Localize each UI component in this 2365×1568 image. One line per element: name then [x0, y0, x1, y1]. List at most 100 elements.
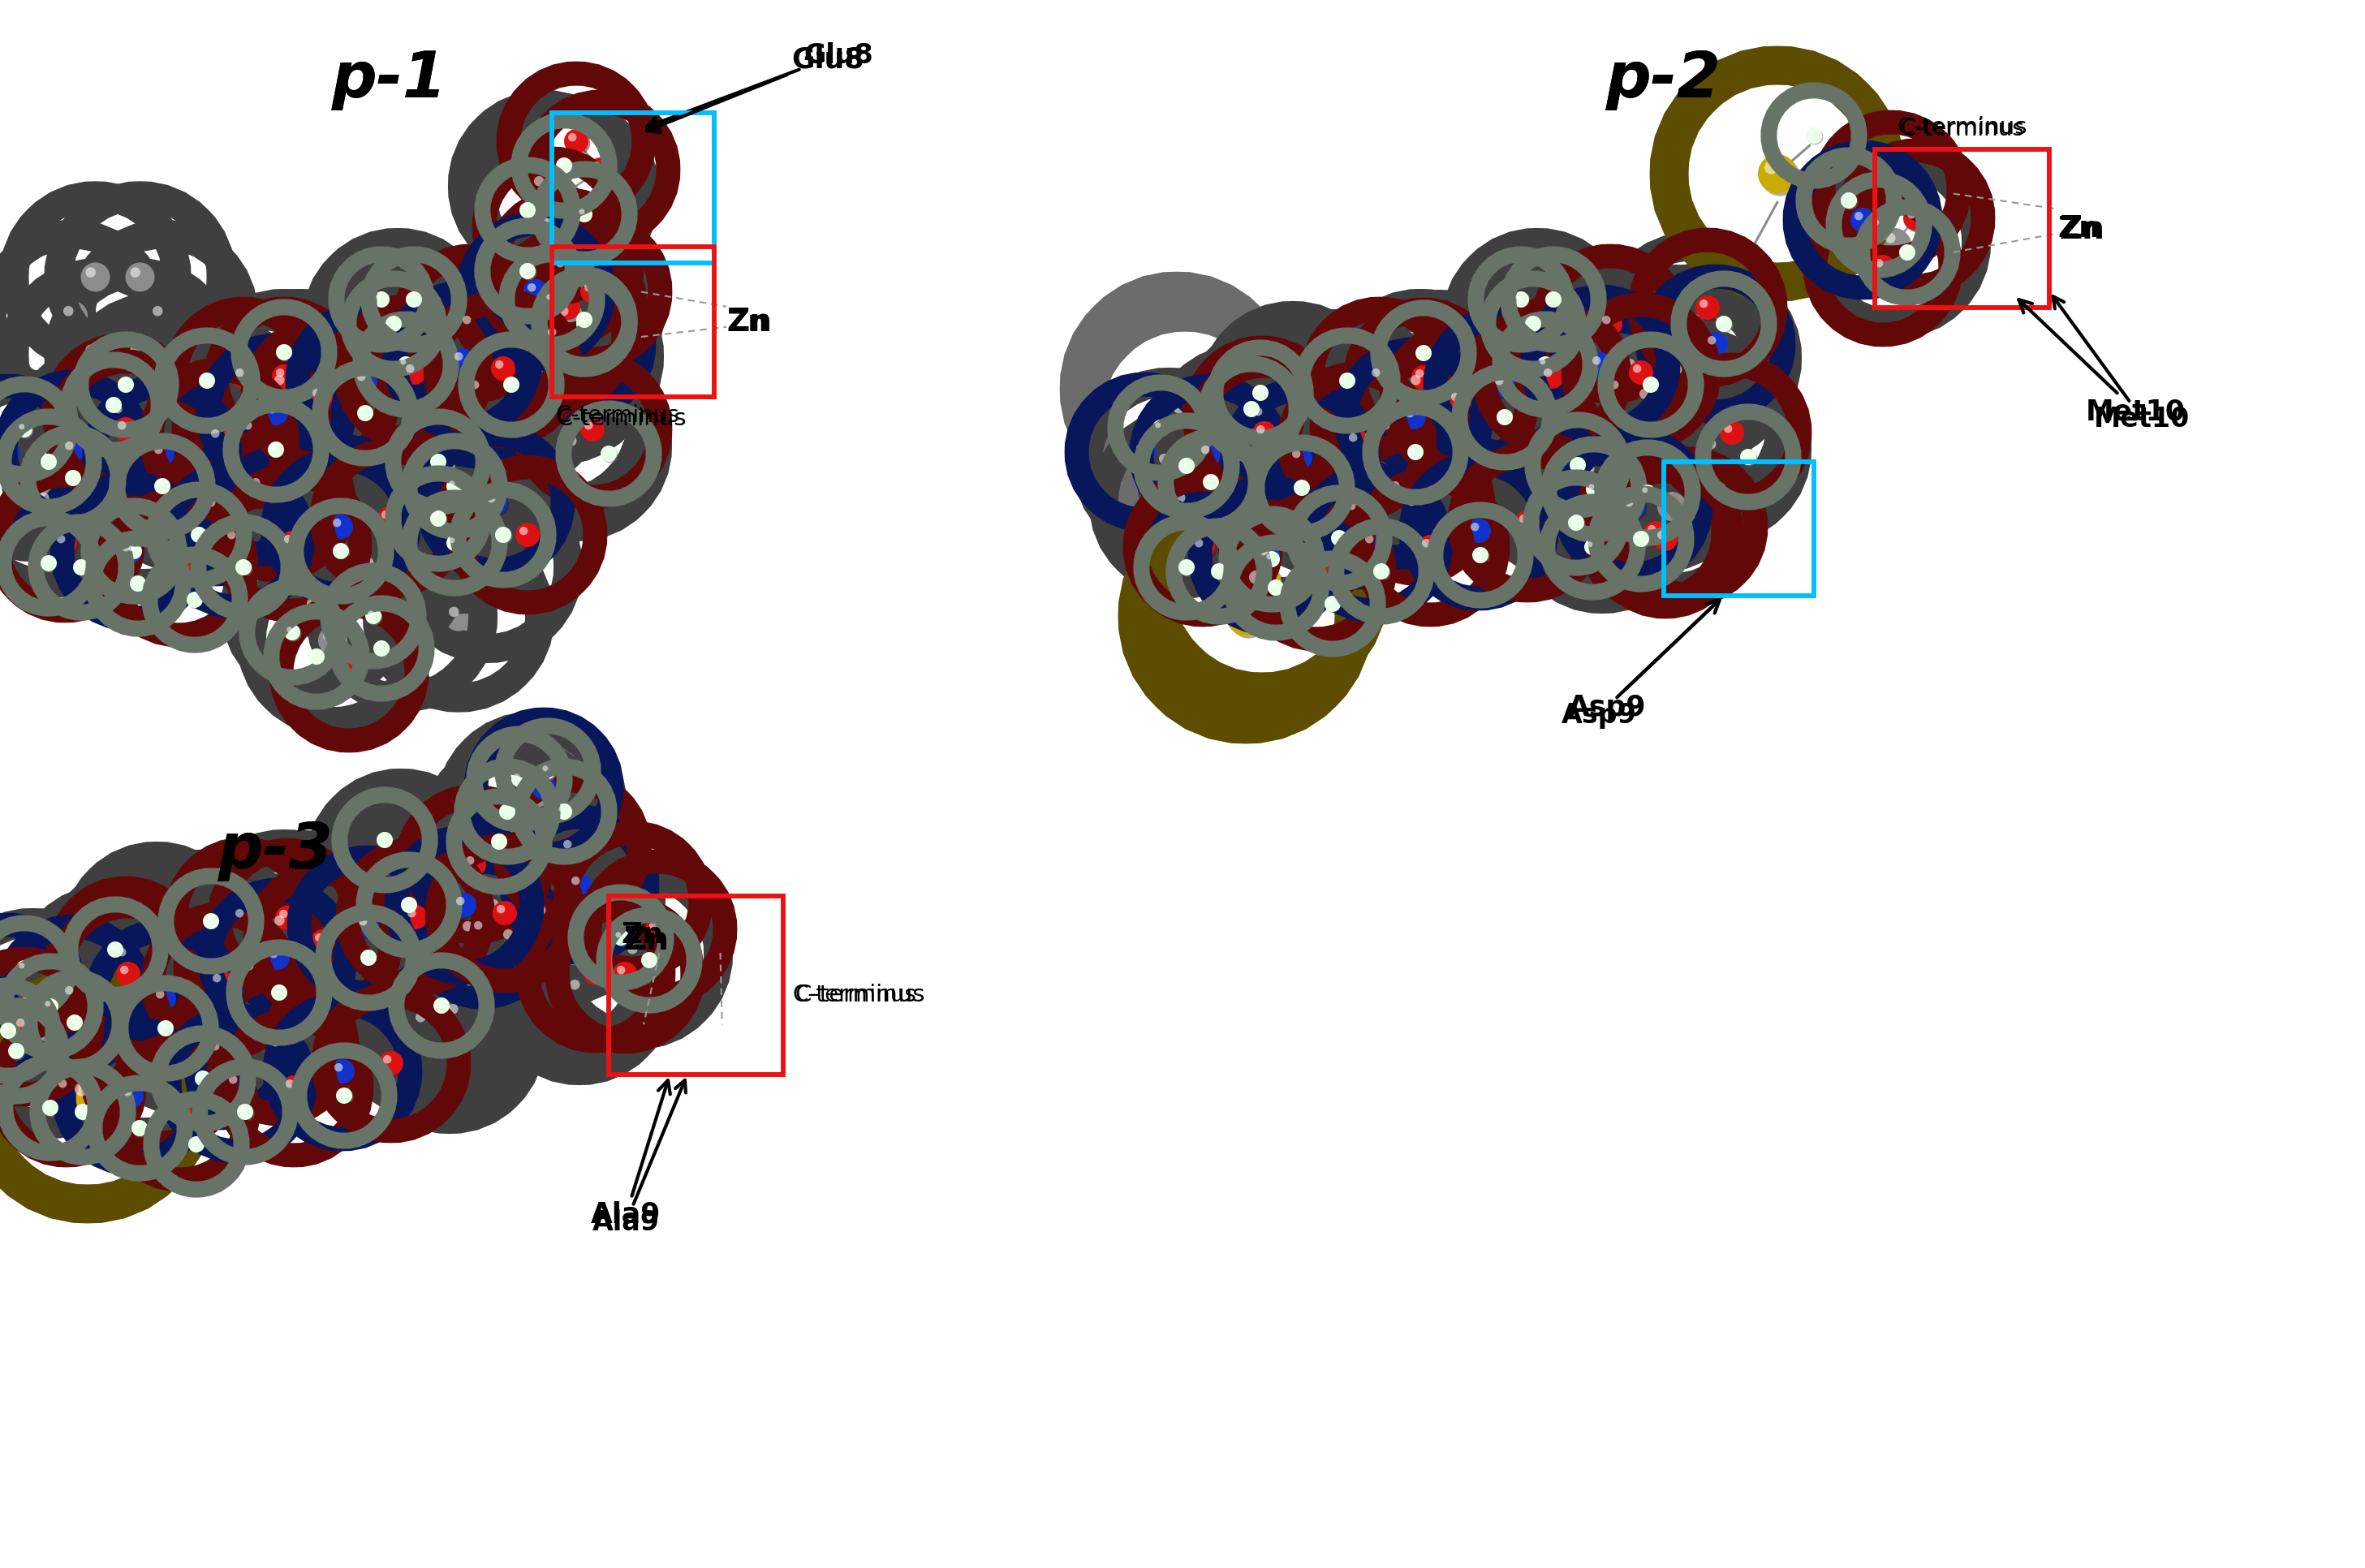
- Circle shape: [156, 481, 163, 488]
- Circle shape: [1447, 389, 1471, 414]
- Circle shape: [525, 886, 553, 916]
- Circle shape: [166, 555, 192, 580]
- Circle shape: [128, 342, 156, 372]
- Circle shape: [1362, 533, 1388, 558]
- Circle shape: [199, 373, 215, 389]
- Circle shape: [1303, 560, 1329, 583]
- Circle shape: [132, 444, 142, 455]
- Circle shape: [220, 439, 251, 469]
- Circle shape: [201, 433, 210, 442]
- Circle shape: [388, 853, 419, 881]
- Circle shape: [442, 365, 471, 394]
- Circle shape: [1154, 423, 1161, 428]
- Circle shape: [1358, 439, 1388, 469]
- Circle shape: [85, 466, 114, 495]
- Circle shape: [17, 961, 33, 977]
- Circle shape: [1632, 365, 1641, 373]
- Circle shape: [132, 1121, 149, 1138]
- Circle shape: [1417, 347, 1433, 364]
- Circle shape: [319, 626, 348, 655]
- Circle shape: [237, 368, 244, 378]
- Circle shape: [449, 348, 475, 373]
- Circle shape: [1528, 315, 1537, 325]
- Circle shape: [1173, 401, 1185, 414]
- Circle shape: [497, 528, 513, 544]
- Circle shape: [272, 986, 289, 1002]
- Circle shape: [650, 922, 657, 930]
- Circle shape: [255, 971, 284, 999]
- Circle shape: [1265, 448, 1296, 478]
- Circle shape: [1471, 524, 1478, 532]
- Circle shape: [1270, 582, 1284, 597]
- Circle shape: [1497, 409, 1514, 426]
- Circle shape: [549, 356, 577, 386]
- Circle shape: [622, 889, 646, 914]
- Circle shape: [1159, 372, 1194, 408]
- Circle shape: [0, 980, 21, 1005]
- Circle shape: [561, 299, 568, 309]
- Circle shape: [1596, 431, 1625, 459]
- Circle shape: [558, 886, 587, 916]
- Circle shape: [1327, 599, 1334, 605]
- Circle shape: [428, 405, 438, 414]
- Circle shape: [135, 1123, 140, 1129]
- Circle shape: [1741, 450, 1757, 467]
- Circle shape: [168, 558, 192, 582]
- Circle shape: [1691, 343, 1722, 373]
- Circle shape: [208, 1038, 232, 1063]
- Circle shape: [388, 602, 416, 632]
- Circle shape: [213, 983, 244, 1013]
- Circle shape: [1431, 409, 1462, 437]
- Circle shape: [442, 458, 471, 488]
- Circle shape: [1523, 387, 1551, 416]
- Circle shape: [286, 370, 315, 400]
- Circle shape: [1689, 416, 1700, 425]
- Circle shape: [208, 971, 232, 994]
- Circle shape: [239, 1107, 246, 1112]
- Circle shape: [90, 423, 121, 453]
- Circle shape: [270, 1036, 293, 1060]
- Circle shape: [1469, 521, 1492, 546]
- Circle shape: [168, 1101, 192, 1124]
- Circle shape: [1341, 375, 1358, 390]
- Circle shape: [125, 952, 135, 963]
- Circle shape: [123, 405, 135, 414]
- Circle shape: [459, 430, 487, 459]
- Circle shape: [73, 560, 90, 575]
- Circle shape: [201, 375, 215, 390]
- Circle shape: [579, 318, 584, 325]
- Circle shape: [362, 952, 378, 967]
- Circle shape: [310, 651, 326, 666]
- Circle shape: [1249, 571, 1263, 585]
- Circle shape: [518, 525, 542, 549]
- Circle shape: [71, 1079, 111, 1118]
- Circle shape: [1327, 597, 1341, 613]
- Circle shape: [265, 946, 291, 971]
- Circle shape: [527, 889, 556, 917]
- Circle shape: [423, 400, 452, 428]
- Circle shape: [471, 917, 494, 942]
- Circle shape: [615, 931, 629, 947]
- Circle shape: [161, 1024, 166, 1029]
- Circle shape: [414, 1010, 442, 1040]
- Circle shape: [544, 293, 561, 309]
- Circle shape: [464, 334, 494, 364]
- Circle shape: [1426, 372, 1454, 401]
- Circle shape: [1696, 296, 1719, 320]
- Circle shape: [1194, 539, 1204, 547]
- Circle shape: [1253, 387, 1270, 403]
- Circle shape: [33, 488, 64, 517]
- Circle shape: [248, 477, 274, 500]
- Circle shape: [130, 577, 147, 593]
- Circle shape: [501, 806, 508, 812]
- Circle shape: [76, 1104, 90, 1120]
- Circle shape: [487, 495, 494, 503]
- Circle shape: [1587, 483, 1603, 499]
- Circle shape: [494, 903, 518, 927]
- Circle shape: [1516, 295, 1521, 301]
- Circle shape: [241, 420, 265, 444]
- Circle shape: [1580, 362, 1608, 392]
- Circle shape: [118, 949, 125, 956]
- Circle shape: [556, 260, 565, 268]
- Circle shape: [551, 953, 579, 982]
